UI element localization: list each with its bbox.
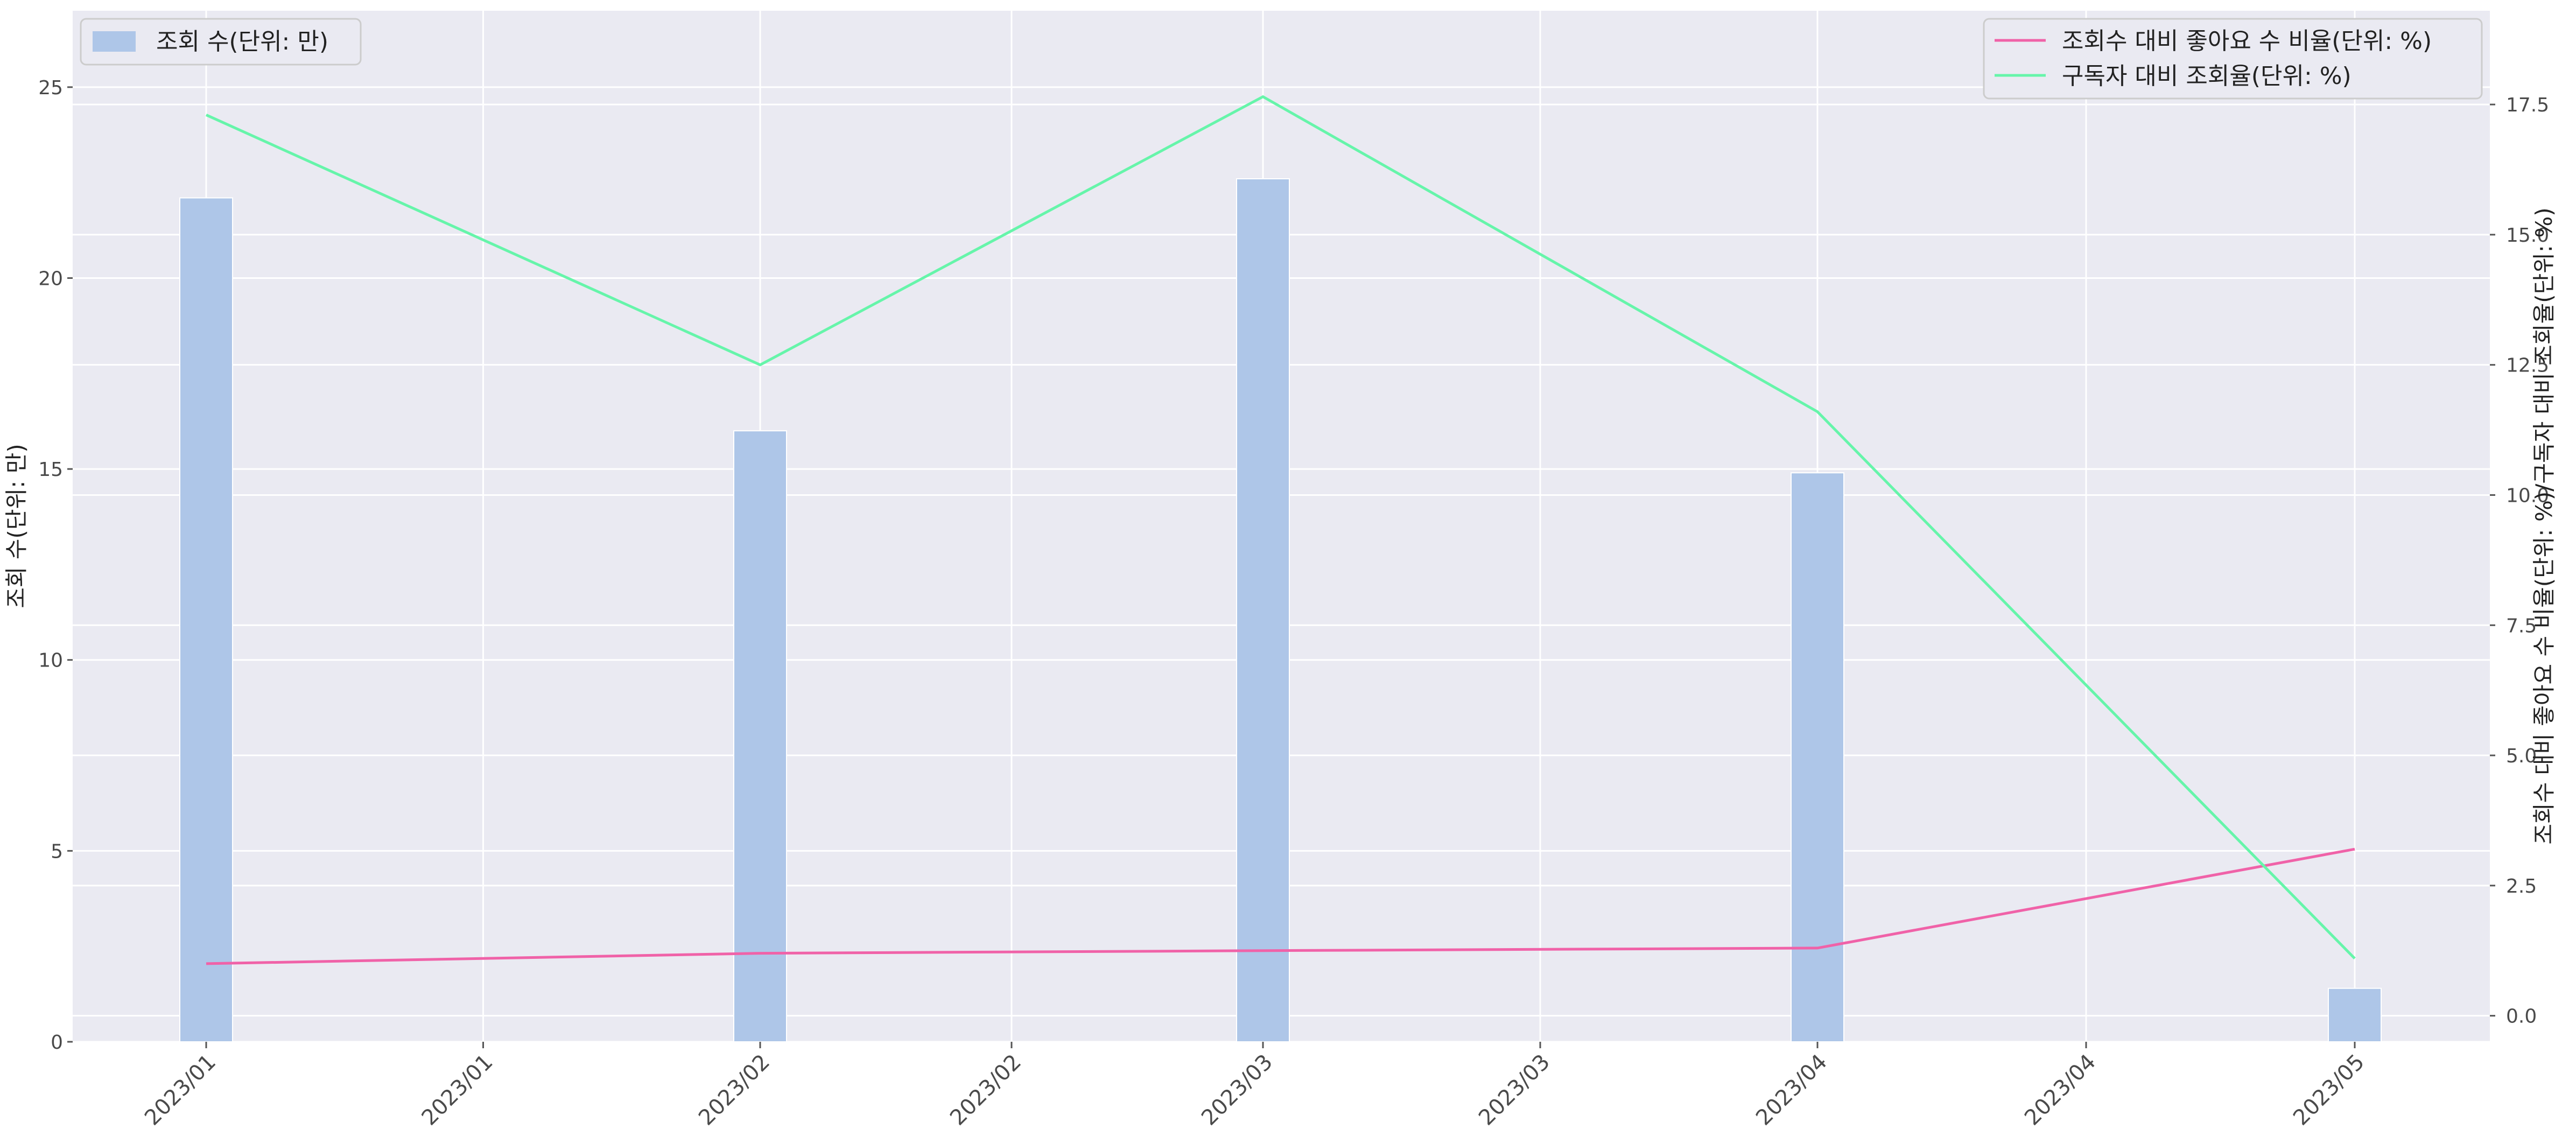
legend-right-label-1: 조회수 대비 좋아요 수 비율(단위: %) xyxy=(2062,27,2432,55)
y-right-tick-label: 15.0 xyxy=(2506,225,2549,247)
y-right-tick-label: 7.5 xyxy=(2506,615,2537,637)
legend-left-frame xyxy=(80,18,362,66)
x-tick-label: 2023/03 xyxy=(1197,1050,1278,1131)
y-left-tick-label: 20 xyxy=(38,268,63,290)
x-tick-label: 2023/02 xyxy=(945,1050,1026,1131)
y-left-tick-label: 15 xyxy=(38,459,63,481)
y-right-tick-label: 5.0 xyxy=(2506,745,2537,767)
line-series xyxy=(205,95,2356,965)
y-right-tick-label: 17.5 xyxy=(2506,94,2549,116)
legend-right: 조회수 대비 좋아요 수 비율(단위: %) 구독자 대비 조회율(단위: %) xyxy=(1983,18,2483,100)
y-right-tick-label: 0.0 xyxy=(2506,1006,2537,1028)
y-left-tick-label: 5 xyxy=(51,840,63,862)
legend-left: 조회 수(단위: 만) xyxy=(80,18,362,66)
y-right-axis-label: 조회수 대비 좋아요 수 비율(단위: %)/구독자 대비 조회율(단위: %) xyxy=(2531,207,2557,844)
bar xyxy=(1236,178,1290,1042)
x-tick-label: 2023/01 xyxy=(140,1050,221,1131)
y-left-tick-label: 0 xyxy=(51,1032,63,1054)
x-tick-label: 2023/05 xyxy=(2289,1050,2369,1131)
y-left-axis-label: 조회 수(단위: 만) xyxy=(3,444,30,608)
y-right-tick-label: 12.5 xyxy=(2506,355,2549,377)
x-tick-label: 2023/04 xyxy=(2020,1050,2101,1131)
bar xyxy=(2328,987,2382,1043)
y-right-axis-ticks: 0.0 2.5 5.0 7.5 10.0 12.5 15.0 17.5 xyxy=(2490,94,2549,1028)
x-tick-label: 2023/02 xyxy=(694,1050,775,1131)
y-left-tick-label: 25 xyxy=(38,77,63,99)
legend-right-frame xyxy=(1983,18,2483,100)
bar xyxy=(179,197,233,1043)
y-left-tick-label: 10 xyxy=(38,650,63,672)
line-series-2 xyxy=(205,95,2356,960)
x-axis-ticks: 2023/01 2023/01 2023/02 2023/02 2023/03 2023/… xyxy=(140,1042,2369,1131)
y-right-tick-label: 10.0 xyxy=(2506,485,2549,507)
x-tick-label: 2023/04 xyxy=(1751,1050,1832,1131)
y-left-axis-ticks: 0 5 10 15 20 25 xyxy=(38,77,73,1054)
legend-left-label: 조회 수(단위: 만) xyxy=(156,28,328,55)
bar xyxy=(733,430,787,1042)
x-tick-label: 2023/01 xyxy=(417,1050,498,1131)
legend-left-swatch xyxy=(93,31,136,52)
x-tick-label: 2023/03 xyxy=(1474,1050,1555,1131)
line-series-1 xyxy=(206,847,2355,965)
y-right-tick-label: 2.5 xyxy=(2506,875,2537,897)
bar xyxy=(1791,472,1844,1042)
legend-right-label-2: 구독자 대비 조회율(단위: %) xyxy=(2062,62,2352,90)
